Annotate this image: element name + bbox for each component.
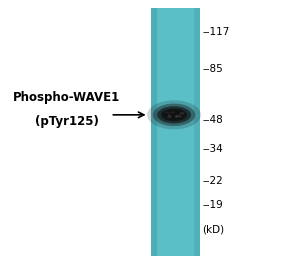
Ellipse shape — [167, 116, 172, 118]
Ellipse shape — [168, 115, 172, 117]
Bar — [151, 8, 157, 256]
Text: --48: --48 — [202, 115, 223, 125]
Ellipse shape — [147, 100, 201, 129]
Text: --19: --19 — [202, 200, 223, 210]
Text: --22: --22 — [202, 176, 223, 186]
Text: (pTyr125): (pTyr125) — [35, 115, 98, 128]
Text: --85: --85 — [202, 64, 223, 74]
Ellipse shape — [153, 103, 195, 126]
Ellipse shape — [165, 111, 183, 119]
Ellipse shape — [175, 115, 179, 117]
Ellipse shape — [180, 116, 183, 117]
Bar — [151, 8, 200, 256]
Bar — [194, 8, 200, 256]
Ellipse shape — [178, 115, 181, 117]
Ellipse shape — [171, 111, 175, 114]
Text: Phospho-WAVE1: Phospho-WAVE1 — [13, 91, 120, 104]
Ellipse shape — [175, 115, 178, 118]
Ellipse shape — [161, 109, 187, 121]
Ellipse shape — [157, 106, 191, 124]
Ellipse shape — [180, 112, 185, 115]
Ellipse shape — [177, 115, 181, 117]
Text: (kD): (kD) — [202, 225, 224, 235]
Text: --34: --34 — [202, 144, 223, 154]
Text: --117: --117 — [202, 27, 230, 37]
Ellipse shape — [165, 112, 170, 113]
Ellipse shape — [168, 114, 170, 116]
Ellipse shape — [175, 116, 178, 117]
